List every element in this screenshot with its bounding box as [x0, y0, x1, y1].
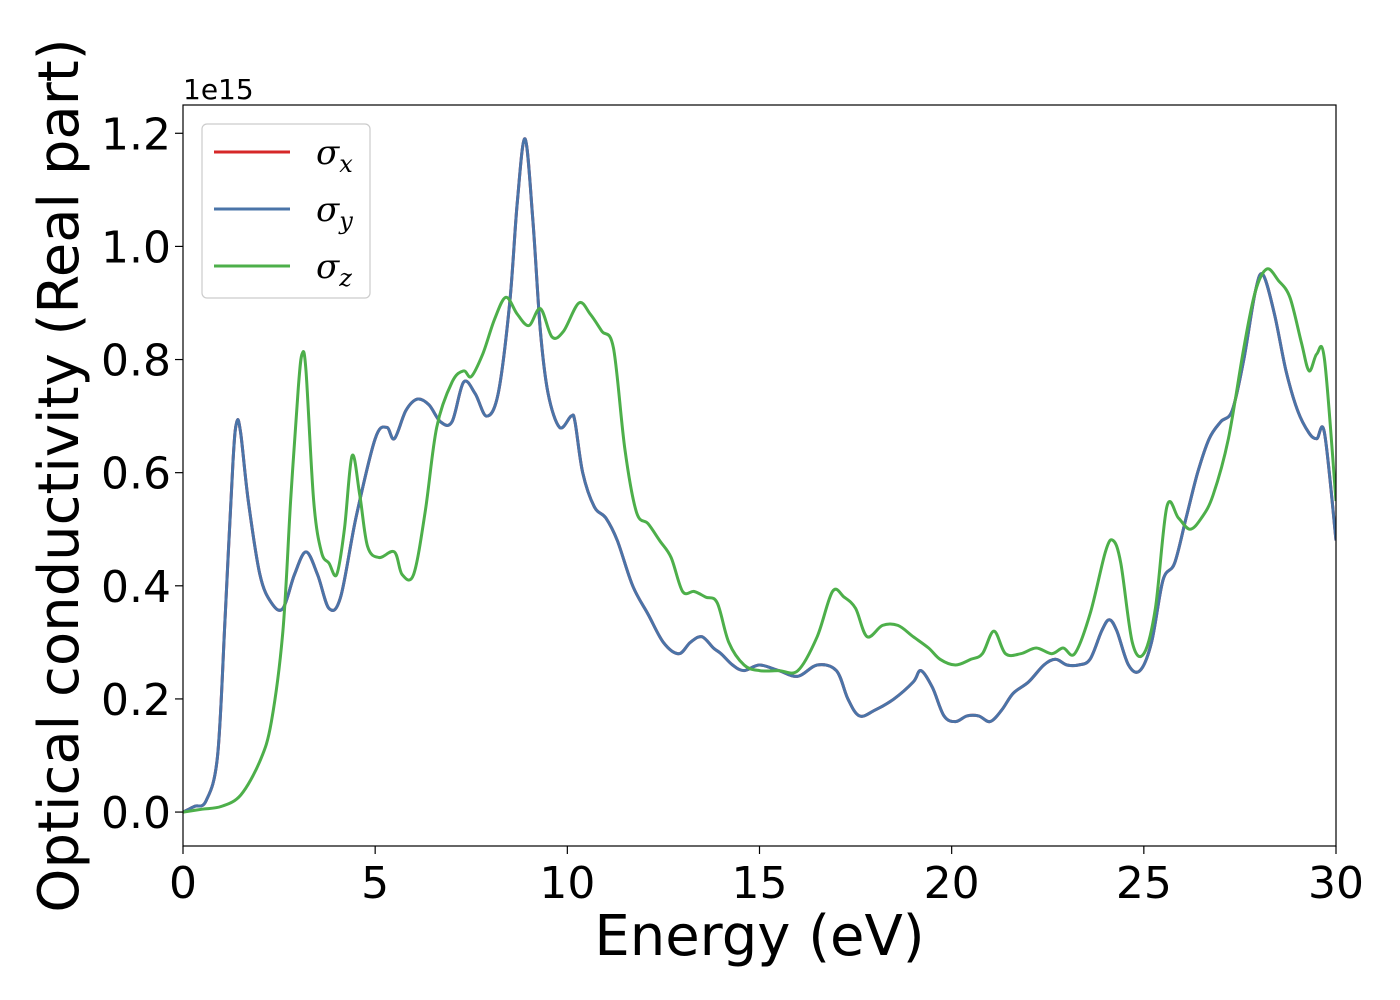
series-line-y: [183, 137, 1336, 814]
x-tick-label: 15: [732, 858, 788, 909]
series-line-z: [183, 267, 1336, 814]
legend-box: [201, 123, 371, 299]
y-tick-label: 1.2: [101, 109, 171, 160]
y-tick-label: 0.0: [101, 788, 171, 839]
x-tick-label: 10: [539, 858, 595, 909]
y-tick-label: 0.8: [101, 336, 171, 387]
y-tick-label: 0.6: [101, 449, 171, 500]
x-tick-label: 5: [361, 858, 389, 909]
y-tick-label: 0.2: [101, 675, 171, 726]
y-offset-label: 1e15: [183, 73, 254, 106]
x-tick-label: 30: [1308, 858, 1364, 909]
y-axis: 0.0 0.2 0.4 0.6 0.8 1.0 1.2: [101, 109, 183, 839]
x-axis: 0 5 10 15 20 25 30: [169, 846, 1364, 909]
y-tick-label: 1.0: [101, 222, 171, 273]
x-tick-label: 20: [924, 858, 980, 909]
y-tick-label: 0.4: [101, 562, 171, 613]
x-axis-label: Energy (eV): [594, 904, 924, 969]
series-layer: [183, 137, 1336, 814]
x-tick-label: 25: [1116, 858, 1172, 909]
x-tick-label: 0: [169, 858, 197, 909]
y-axis-label: Optical conductivity (Real part): [27, 38, 92, 912]
